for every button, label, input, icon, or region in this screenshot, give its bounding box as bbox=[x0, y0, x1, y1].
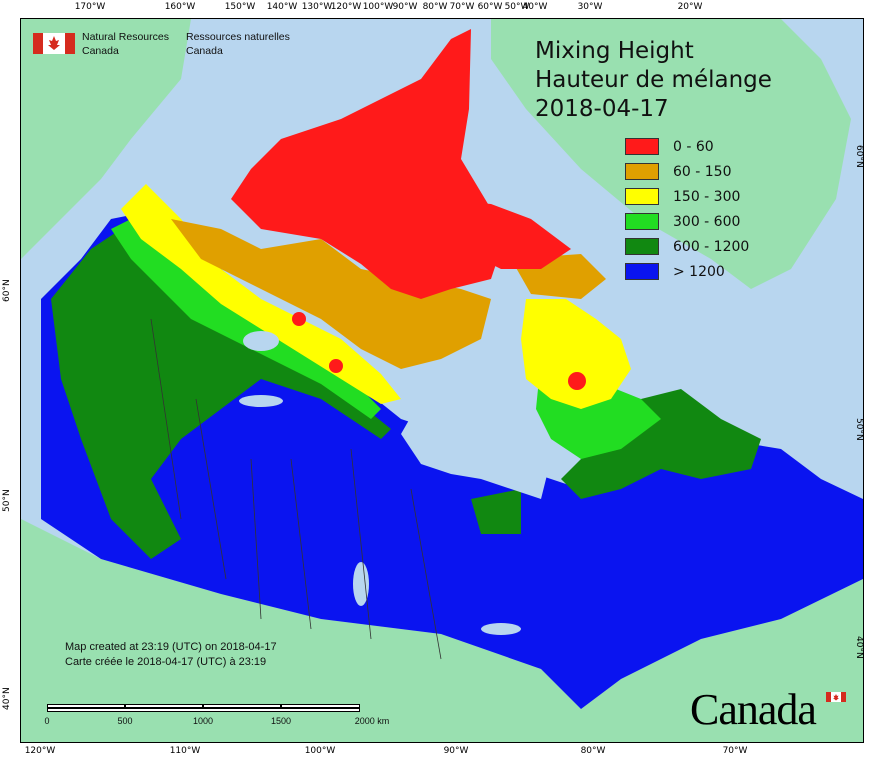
zone-600-1200 bbox=[51, 229, 391, 559]
created-en: Map created at 23:19 (UTC) on 2018-04-17 bbox=[65, 641, 277, 653]
legend-swatch bbox=[625, 188, 659, 205]
legend-swatch bbox=[625, 163, 659, 180]
scale-segment bbox=[125, 704, 203, 708]
map-frame bbox=[20, 18, 864, 743]
lon-label: 90°W bbox=[443, 746, 469, 756]
lon-label: 20°W bbox=[677, 2, 703, 12]
legend-label: 0 - 60 bbox=[673, 138, 714, 155]
lon-label: 80°W bbox=[580, 746, 606, 756]
lat-label: 60°N bbox=[854, 145, 864, 168]
zone-0-60-islands bbox=[231, 29, 501, 299]
wordmark-flag-icon bbox=[826, 692, 846, 702]
lon-label: 40°W bbox=[522, 2, 548, 12]
agency-fr-line1: Ressources naturelles bbox=[186, 31, 290, 43]
lon-label: 110°W bbox=[169, 746, 201, 756]
lon-label: 90°W bbox=[392, 2, 418, 12]
hudson-bay bbox=[401, 379, 551, 499]
provincial-borders bbox=[150, 318, 442, 660]
legend-item: 150 - 300 bbox=[625, 184, 749, 209]
lon-label: 120°W bbox=[330, 2, 362, 12]
legend-label: 150 - 300 bbox=[673, 188, 741, 205]
lon-label: 160°W bbox=[164, 2, 196, 12]
alaska-landmass bbox=[21, 19, 191, 259]
agency-name-fr: Ressources naturelles Canada bbox=[186, 30, 306, 58]
scale-tick-label: 0 bbox=[44, 716, 50, 726]
great-bear-lake bbox=[243, 331, 279, 351]
canada-flag-icon bbox=[33, 33, 75, 54]
title-date: 2018-04-17 bbox=[535, 96, 669, 122]
legend-item: 300 - 600 bbox=[625, 209, 749, 234]
lat-label: 40°N bbox=[854, 636, 864, 659]
lon-label: 130°W bbox=[301, 2, 333, 12]
legend-swatch bbox=[625, 238, 659, 255]
zone-0-60-baffin bbox=[436, 199, 571, 269]
legend-swatch bbox=[625, 263, 659, 280]
lon-label: 70°W bbox=[722, 746, 748, 756]
agency-en-line1: Natural Resources bbox=[82, 31, 169, 43]
legend: 0 - 60 60 - 150 150 - 300 300 - 600 600 - 12… bbox=[625, 134, 749, 284]
lon-label: 120°W bbox=[24, 746, 56, 756]
scale-segment bbox=[281, 704, 360, 708]
lon-label: 30°W bbox=[577, 2, 603, 12]
lon-label: 100°W bbox=[304, 746, 336, 756]
scale-tick-label: 1500 bbox=[270, 716, 292, 726]
scale-tick-label: 1000 bbox=[192, 716, 214, 726]
legend-item: 0 - 60 bbox=[625, 134, 749, 159]
lat-label: 50°N bbox=[854, 418, 864, 441]
legend-swatch bbox=[625, 213, 659, 230]
scale-segment bbox=[203, 704, 281, 708]
agency-name-en: Natural Resources Canada bbox=[82, 30, 182, 58]
zone-600-1200-se bbox=[471, 489, 521, 534]
scale-tick-label: 500 bbox=[117, 716, 133, 726]
legend-label: > 1200 bbox=[673, 263, 725, 280]
zone-60-150 bbox=[171, 219, 491, 369]
lon-label: 170°W bbox=[74, 2, 106, 12]
great-slave-lake bbox=[239, 395, 283, 407]
lon-label: 50°W bbox=[504, 2, 530, 12]
usa-landmass bbox=[21, 519, 863, 742]
legend-swatch bbox=[625, 138, 659, 155]
lat-label: 50°N bbox=[2, 489, 12, 512]
lon-label: 80°W bbox=[422, 2, 448, 12]
lat-label: 60°N bbox=[2, 279, 12, 302]
lon-label: 140°W bbox=[266, 2, 298, 12]
title-en: Mixing Height bbox=[535, 38, 694, 64]
agency-en-line2: Canada bbox=[82, 45, 119, 57]
legend-item: > 1200 bbox=[625, 259, 749, 284]
legend-label: 600 - 1200 bbox=[673, 238, 750, 255]
scale-segment bbox=[47, 704, 125, 708]
map-title: Mixing Height Hauteur de mélange 2018-04… bbox=[535, 37, 772, 124]
scale-bar bbox=[47, 704, 360, 714]
hotspot-b bbox=[329, 359, 343, 373]
legend-label: 60 - 150 bbox=[673, 163, 732, 180]
zone-600-1200-east bbox=[561, 389, 761, 499]
greenland-landmass bbox=[491, 19, 851, 289]
lake-superior bbox=[481, 623, 521, 635]
map-canvas bbox=[21, 19, 863, 742]
zone-150-300-east bbox=[521, 299, 631, 409]
lake-winnipeg bbox=[353, 562, 369, 606]
lon-label: 150°W bbox=[224, 2, 256, 12]
scale-tick-label: 2000 km bbox=[354, 716, 390, 726]
lon-label: 100°W bbox=[362, 2, 394, 12]
lat-label: 40°N bbox=[2, 687, 12, 710]
title-fr: Hauteur de mélange bbox=[535, 67, 772, 93]
scale-base bbox=[47, 708, 360, 712]
lon-label: 70°W bbox=[449, 2, 475, 12]
legend-item: 600 - 1200 bbox=[625, 234, 749, 259]
hotspot-a bbox=[292, 312, 306, 326]
created-fr: Carte créée le 2018-04-17 (UTC) à 23:19 bbox=[65, 656, 267, 668]
legend-item: 60 - 150 bbox=[625, 159, 749, 184]
creation-note: Map created at 23:19 (UTC) on 2018-04-17… bbox=[65, 640, 277, 670]
canada-wordmark: Canada bbox=[690, 685, 817, 734]
agency-fr-line2: Canada bbox=[186, 45, 223, 57]
lon-label: 60°W bbox=[477, 2, 503, 12]
legend-label: 300 - 600 bbox=[673, 213, 741, 230]
hotspot-c bbox=[568, 372, 586, 390]
